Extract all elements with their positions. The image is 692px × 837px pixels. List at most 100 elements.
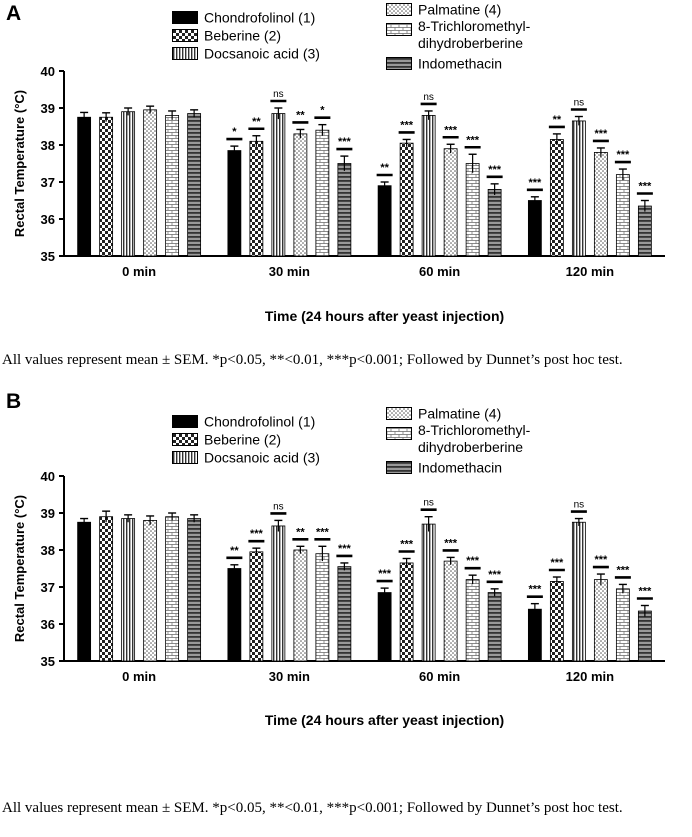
significance-label: *** [400,119,414,131]
legend-swatch-dots [386,406,412,420]
legend-swatch-vlines [172,450,198,464]
legend-label: Indomethacin [418,55,503,72]
significance-label: *** [616,149,630,161]
bar [271,113,286,257]
significance-label: ** [296,526,305,538]
x-axis-label: Time (24 hours after yeast injection) [265,308,504,324]
footnote: All values represent mean ± SEM. *p<0.05… [2,800,623,816]
panel-label: A [6,2,22,25]
y-tick-label: 35 [41,654,55,669]
footnote: All values represent mean ± SEM. *p<0.05… [2,352,623,368]
legend-label: Chondrofolinol (1) [204,413,316,430]
legend-item-docsanoic: Docsanoic acid (3) [172,44,320,61]
significance-label: ** [553,114,562,126]
bar [143,109,158,257]
legend-swatch-vlines [172,46,198,60]
x-tick-label: 120 min [566,669,614,684]
significance-label: *** [616,564,630,576]
legend-label: 8-Trichloromethyl- dihydroberberine [418,18,531,51]
bar [443,148,458,257]
significance-label: ** [230,545,239,557]
legend-item-beberine: Beberine (2) [172,26,281,43]
y-tick-label: 37 [41,580,55,595]
bar [99,116,114,257]
bar [315,129,330,257]
legend-label: Beberine (2) [204,27,282,44]
significance-label: ns [273,89,284,100]
y-tick-label: 37 [41,175,55,190]
legend-swatch-brick [386,23,412,36]
legend-item-docsanoic: Docsanoic acid (3) [172,448,320,465]
legend-swatch-solid [172,10,198,24]
y-tick-label: 40 [41,64,55,79]
significance-label: ** [380,162,389,174]
significance-label: *** [378,568,392,580]
bar [227,568,242,662]
significance-label: *** [528,177,542,189]
bar [337,163,352,257]
bar [187,113,202,257]
bar [77,521,92,662]
x-tick-label: 60 min [419,669,460,684]
bar [165,115,180,257]
significance-label: *** [550,557,564,569]
bar [293,549,308,662]
legend-label: Palmatine (4) [418,1,502,18]
legend-item-palmatine: Palmatine (4) [386,0,501,17]
bar [293,133,308,257]
bar [571,521,586,662]
bar [421,523,436,662]
y-axis-label: Rectal Temperature (°C) [12,495,27,642]
significance-label: ns [423,92,434,103]
x-tick-label: 0 min [122,264,156,279]
y-tick-label: 36 [41,212,55,227]
bars: *****ns** ************ns***************ns… [77,498,653,662]
legend-label: Docsanoic acid (3) [204,449,320,466]
y-tick-label: 39 [41,506,55,521]
significance-label: * [320,105,325,117]
y-tick-label: 40 [41,469,55,484]
significance-label: *** [316,526,330,538]
significance-label: ns [273,501,284,512]
bar [399,562,414,662]
significance-label: ** [252,116,261,128]
bar [487,592,502,662]
bar [377,185,392,257]
legend-label: Chondrofolinol (1) [204,9,316,26]
bar [227,150,242,257]
significance-label: *** [338,543,352,555]
bar [615,174,630,257]
legend-item-chondrofolinol: Chondrofolinol (1) [172,412,315,429]
x-tick-label: 30 min [269,264,310,279]
legend-item-indomethacin: Indomethacin [386,458,502,475]
bar [465,579,480,662]
x-tick-label: 0 min [122,669,156,684]
legend-label: 8-Trichloromethyl- dihydroberberine [418,422,531,455]
legend-item-beberine: Beberine (2) [172,430,281,447]
bar [549,581,564,662]
legend-swatch-hlines [386,460,412,474]
significance-label: *** [488,164,502,176]
legend-item-palmatine: Palmatine (4) [386,404,501,421]
y-axis-label: Rectal Temperature (°C) [12,90,27,237]
significance-label: *** [488,569,502,581]
chart-panel-a: A Chondrofolinol (1) Beberine (2) Docsan… [0,0,692,388]
y-tick-label: 38 [41,138,55,153]
significance-label: *** [250,528,264,540]
significance-label: *** [466,134,480,146]
legend-swatch-checker [172,432,198,446]
panel-label: B [6,390,22,413]
legend-item-trichloromethyl: 8-Trichloromethyl- dihydroberberine [386,18,530,52]
bar-chart: 35 36 37 38 39 40 Rectal Temperature (°C) Time … [12,64,665,324]
legend-swatch-hlines [386,56,412,70]
legend-label: Indomethacin [418,459,503,476]
significance-label: ns [423,498,434,509]
chart-panel-b: B Chondrofolinol (1) Beberine (2) Docsan… [0,388,692,816]
x-tick-label: 60 min [419,264,460,279]
bar [549,139,564,257]
bar [165,516,180,662]
bar [121,518,136,662]
bar [637,205,652,257]
x-tick-label: 30 min [269,669,310,684]
bar [421,115,436,257]
